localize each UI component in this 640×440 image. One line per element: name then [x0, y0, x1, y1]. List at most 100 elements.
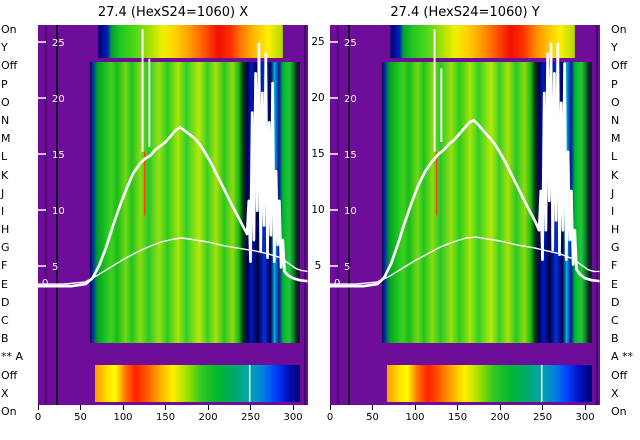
x-tick-mark [457, 405, 459, 410]
side-label: Y [1, 41, 8, 55]
x-tick-mark [37, 405, 39, 410]
side-label: Y [611, 41, 618, 55]
x-tick-label: 50 [366, 412, 379, 423]
x-axis-plot-x: 0 50 100 150 200 250 300 [35, 405, 308, 435]
y-tick-label: 10 [52, 206, 65, 217]
left-element-label-column: On Y Off P O N M L K J I H G F E D C B ** A Off X On [0, 0, 37, 440]
side-label: J [611, 186, 615, 200]
side-label: On [611, 404, 627, 418]
x-tick-label: 200 [198, 412, 218, 423]
heatmap-plot-y: 25 20 15 10 50 [330, 25, 600, 405]
side-label: X [611, 386, 619, 400]
side-label: N [611, 113, 620, 127]
right-element-label-column: On Y Off P O N M L K J I H G F E D C B A ** Off X On [610, 0, 640, 440]
profile-curve [330, 42, 600, 288]
side-label: N [1, 113, 10, 127]
y-tick-label: 5 [344, 262, 350, 273]
side-label: X [1, 386, 9, 400]
plot-title-x: 27.4 (HexS24=1060) X [97, 5, 249, 20]
bottom-heat-band [386, 365, 592, 402]
middle-y-tick-label: 25 [311, 36, 325, 48]
y-tick-label: 20 [52, 94, 65, 105]
x-tick-mark [372, 405, 373, 410]
side-label: A ** [611, 350, 634, 364]
side-label: P [611, 77, 618, 91]
side-label: O [1, 95, 10, 109]
side-label: Off [611, 368, 628, 382]
x-tick-mark [122, 405, 124, 410]
side-label: On [1, 404, 17, 418]
side-label: C [611, 314, 619, 328]
side-label: P [1, 77, 8, 91]
y-tick-label: 5 [52, 262, 58, 273]
side-label: G [611, 241, 620, 255]
side-label: D [611, 295, 620, 309]
side-label: On [611, 23, 627, 36]
side-label: L [1, 150, 8, 164]
side-label: C [1, 314, 9, 328]
side-label: K [611, 168, 619, 182]
y-tick-label: 25 [52, 38, 65, 49]
profile-curve [38, 42, 308, 288]
side-label: On [1, 23, 17, 36]
x-tick-label: 100 [405, 412, 425, 423]
profile-zero-label: 0 [334, 278, 340, 289]
x-tick-mark [207, 405, 209, 410]
y-tick-label: 15 [344, 150, 357, 161]
side-label: I [1, 204, 5, 218]
x-tick-mark [414, 405, 416, 410]
side-label: G [1, 241, 10, 255]
y-tick-label: 20 [344, 94, 357, 105]
x-tick-label: 200 [490, 412, 510, 423]
top-heat-band [390, 25, 575, 58]
x-tick-label: 0 [326, 412, 334, 423]
y-tick-label: 10 [344, 206, 357, 217]
side-label: Off [1, 59, 18, 73]
x-tick-label: 150 [447, 412, 468, 423]
side-label: ** A [1, 350, 24, 364]
x-tick-mark [250, 405, 252, 410]
side-label: Off [611, 59, 628, 73]
side-label: F [1, 259, 8, 273]
x-tick-mark [165, 405, 167, 410]
y-tick-label: 15 [52, 150, 65, 161]
side-label: M [611, 132, 621, 146]
x-tick-mark [80, 405, 81, 410]
x-axis-plot-y: 0 50 100 150 200 250 300 [327, 405, 600, 435]
side-label: D [1, 295, 10, 309]
x-tick-label: 150 [155, 412, 176, 423]
x-tick-mark [542, 405, 544, 410]
side-label: J [1, 186, 5, 200]
x-tick-label: 300 [283, 412, 303, 423]
side-label: O [611, 95, 620, 109]
side-label: E [611, 277, 618, 291]
side-label: H [611, 223, 620, 237]
side-label: B [1, 332, 9, 346]
top-heat-band [98, 25, 283, 58]
middle-y-axis-labels: 25 20 15 10 5 [306, 25, 330, 405]
x-tick-mark [584, 405, 586, 410]
bottom-heat-band [94, 365, 300, 402]
profile-zero-label: 0 [42, 278, 48, 289]
x-tick-mark [292, 405, 294, 410]
heatmap-plot-x: 25 20 15 10 50 [38, 25, 308, 405]
side-label: H [1, 223, 10, 237]
x-tick-label: 50 [74, 412, 87, 423]
side-label: I [611, 204, 615, 218]
x-tick-label: 0 [34, 412, 42, 423]
side-label: E [1, 277, 8, 291]
x-tick-mark [499, 405, 501, 410]
middle-y-tick-label: 10 [311, 204, 325, 216]
middle-y-tick-label: 15 [311, 148, 325, 160]
side-label: M [1, 132, 11, 146]
x-tick-label: 250 [532, 412, 553, 423]
x-tick-mark [329, 405, 331, 410]
plot-title-y: 27.4 (HexS24=1060) Y [390, 5, 540, 20]
side-label: B [611, 332, 619, 346]
middle-y-tick-label: 20 [311, 92, 325, 104]
side-label: Off [1, 368, 18, 382]
x-tick-label: 250 [240, 412, 261, 423]
x-tick-label: 300 [575, 412, 595, 423]
side-label: F [611, 259, 618, 273]
